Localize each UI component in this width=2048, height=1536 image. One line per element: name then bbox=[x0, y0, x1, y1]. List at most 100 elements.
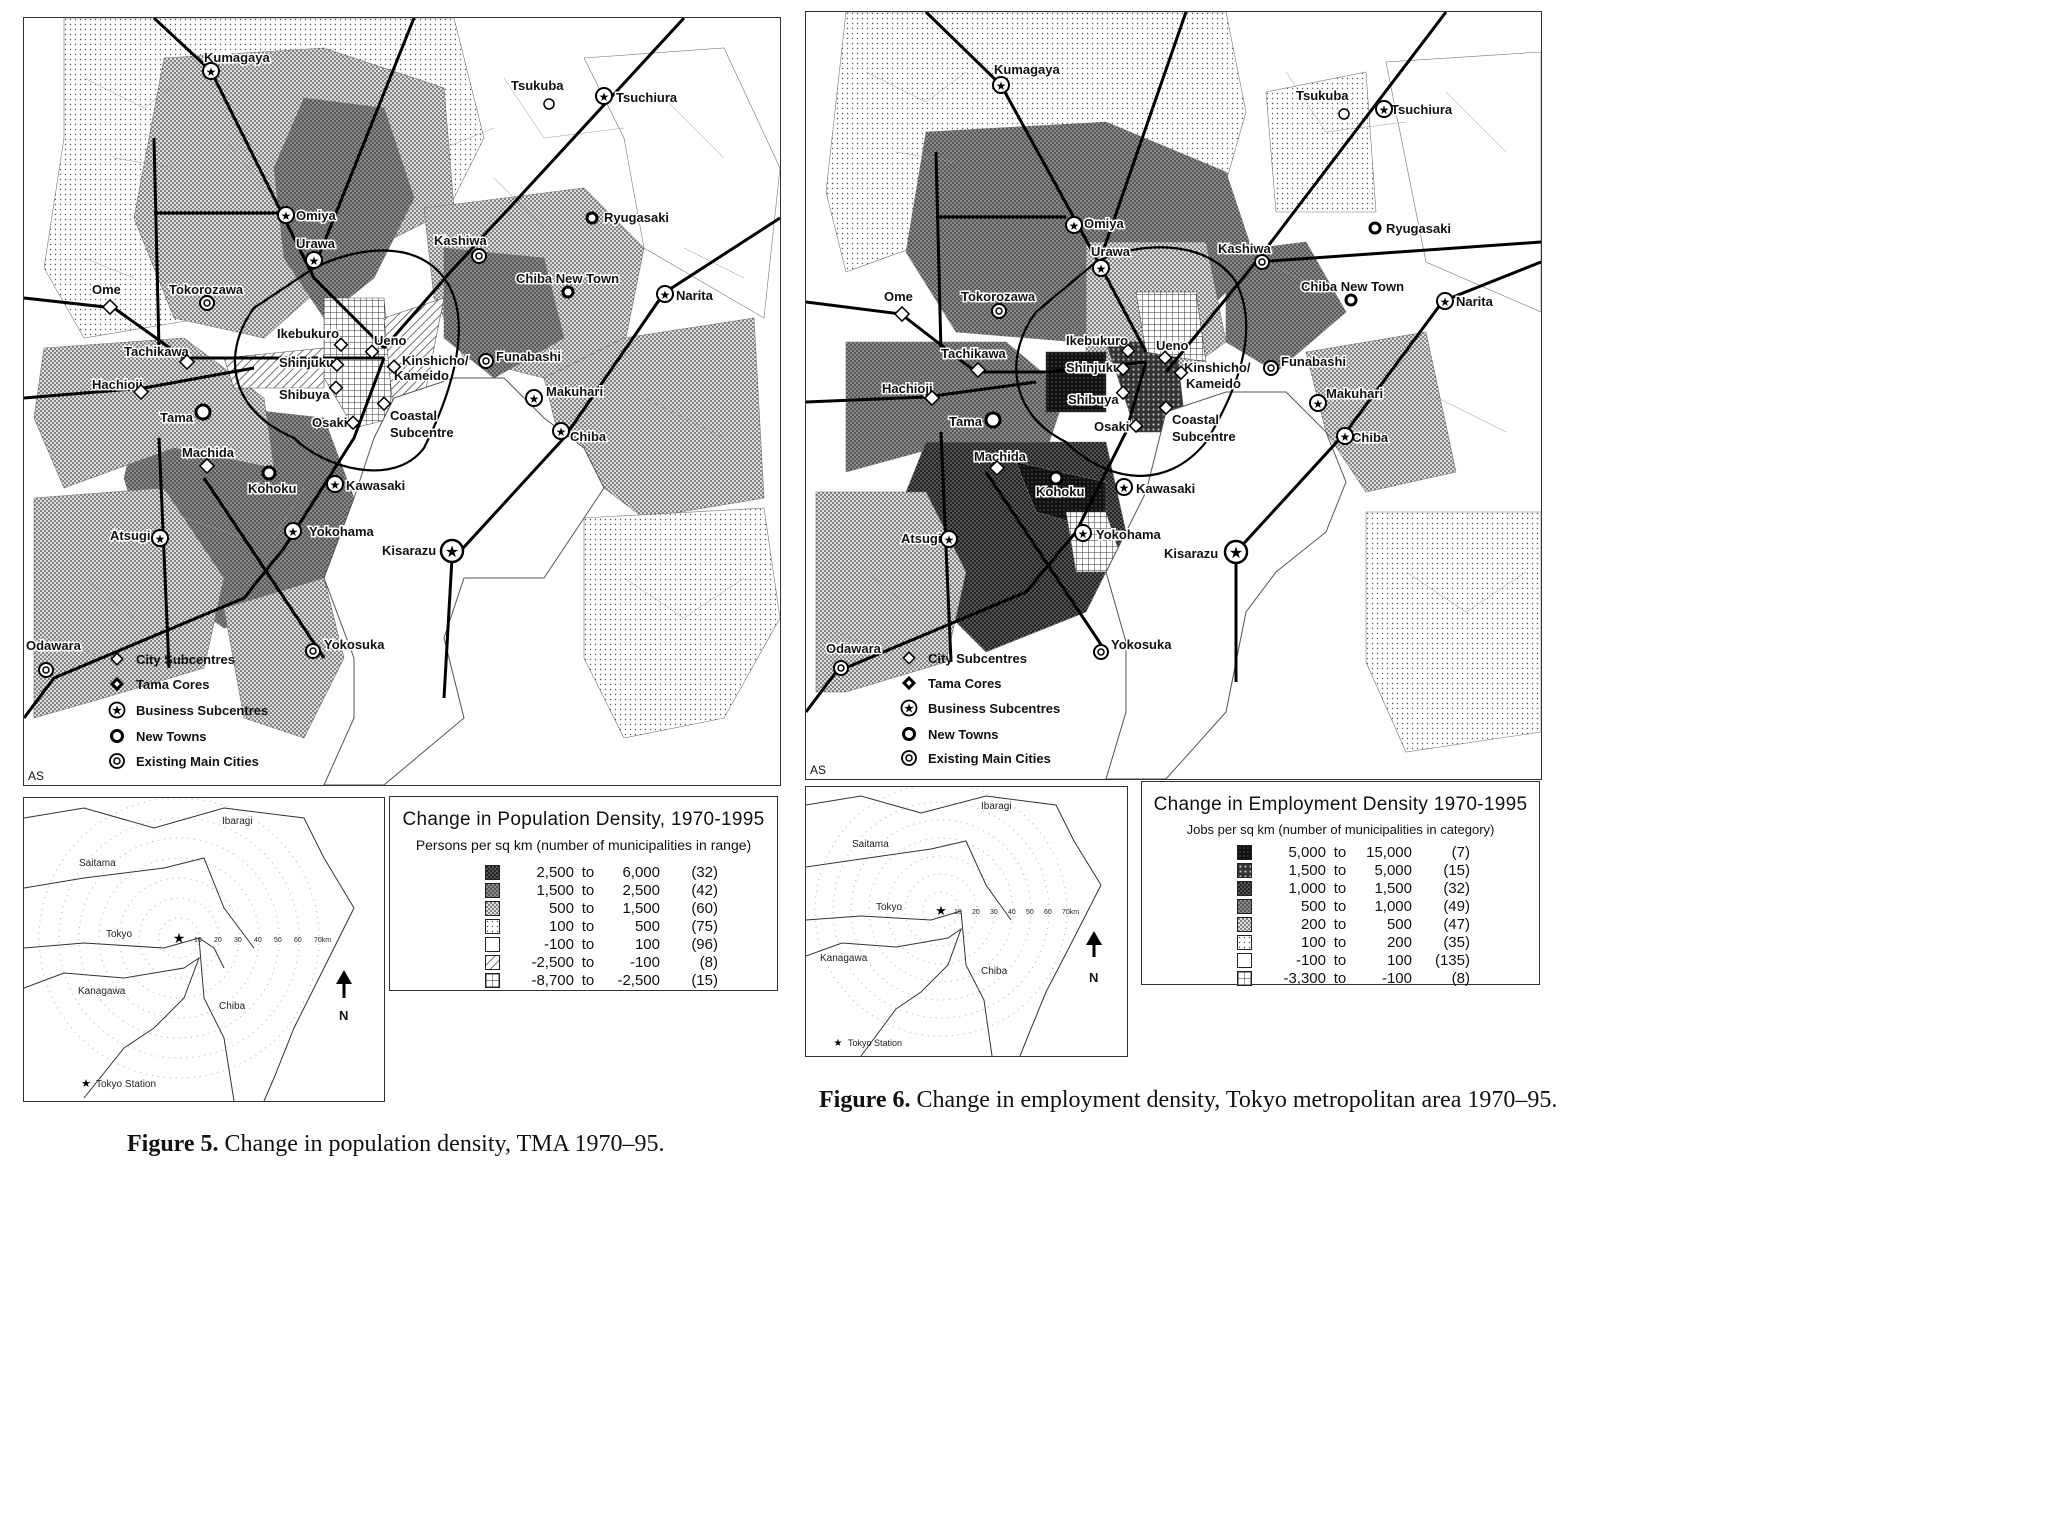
legend-swatch bbox=[1237, 934, 1252, 950]
figure5-caption: Figure 5. Change in population density, … bbox=[127, 1131, 665, 1158]
label-kumagaya: Kumagaya bbox=[994, 62, 1061, 77]
label-narita: Narita bbox=[676, 288, 714, 303]
city-subcentre-icon bbox=[902, 651, 916, 665]
figure5-legend: Change in Population Density, 1970-1995 … bbox=[389, 796, 778, 991]
svg-text:★: ★ bbox=[1069, 219, 1080, 233]
inset-station-label: Tokyo Station bbox=[96, 1079, 156, 1090]
label-chiba: Chiba bbox=[1352, 430, 1389, 445]
label-tokorozawa: Tokorozawa bbox=[169, 282, 244, 297]
label-subcentre: Subcentre bbox=[1172, 429, 1236, 444]
legend-to-word: to bbox=[1333, 933, 1347, 951]
label-kohoku: Kohoku bbox=[1036, 484, 1084, 499]
legend-from: 1,500 bbox=[536, 881, 574, 899]
svg-text:★: ★ bbox=[112, 705, 122, 717]
legend-row: -100 to 100 (96) bbox=[485, 935, 777, 953]
figure6-legend: Change in Employment Density 1970-1995 J… bbox=[1141, 781, 1540, 987]
legend-star-icon: ★ bbox=[81, 1078, 91, 1090]
label-kameido: Kameido bbox=[394, 368, 449, 383]
key-label: Business Subcentres bbox=[136, 702, 269, 718]
key-city-subcentres: City Subcentres bbox=[900, 649, 1027, 667]
north-arrow-icon bbox=[336, 970, 352, 998]
figure5-city-labels: Kumagaya Tsukuba Tsuchiura Omiya Ryugasa… bbox=[25, 49, 716, 655]
svg-text:★: ★ bbox=[1379, 103, 1390, 117]
legend-from: 500 bbox=[548, 899, 574, 917]
legend-from: 5,000 bbox=[1288, 843, 1326, 861]
key-existing-main-cities: Existing Main Cities bbox=[108, 752, 259, 770]
legend-to: 1,500 bbox=[1374, 879, 1412, 897]
svg-text:★: ★ bbox=[1313, 397, 1324, 411]
label-odawara: Odawara bbox=[826, 641, 882, 656]
inset-chiba: Chiba bbox=[219, 1001, 246, 1012]
svg-text:★: ★ bbox=[155, 532, 166, 546]
inset-ring: 20 bbox=[214, 937, 222, 944]
svg-text:★: ★ bbox=[445, 544, 459, 561]
legend-to-word: to bbox=[1333, 969, 1347, 987]
svg-text:★: ★ bbox=[309, 254, 320, 268]
svg-text:★: ★ bbox=[1340, 430, 1351, 444]
legend-to-word: to bbox=[581, 953, 595, 971]
tama-core-icon bbox=[901, 675, 917, 691]
label-shinjuku: Shinjuku bbox=[279, 355, 334, 370]
key-label: New Towns bbox=[136, 728, 207, 744]
tama-core-icon bbox=[109, 676, 125, 692]
label-chiba: Chiba bbox=[570, 429, 607, 444]
legend-row: 1,500 to 2,500 (42) bbox=[485, 881, 777, 899]
caption-text: Change in population density, TMA 1970–9… bbox=[218, 1131, 665, 1157]
inset-ring: 20 bbox=[972, 909, 980, 916]
label-kisarazu: Kisarazu bbox=[1164, 546, 1218, 561]
label-ryugasaki: Ryugasaki bbox=[1386, 221, 1451, 236]
inset-ring: 70km bbox=[1062, 909, 1079, 916]
label-chiba-new-town: Chiba New Town bbox=[516, 271, 619, 286]
label-kumagaya: Kumagaya bbox=[204, 50, 271, 65]
legend-to-word: to bbox=[581, 935, 595, 953]
legend-swatch bbox=[485, 864, 500, 880]
legend-count: (96) bbox=[691, 935, 718, 953]
key-label: Tama Cores bbox=[136, 676, 210, 692]
legend-to: 500 bbox=[1386, 915, 1412, 933]
legend-rows: 2,500 to 6,000 (32) 1,500 to 2,500 (42) 500 to 1,5… bbox=[485, 863, 777, 989]
key-label: New Towns bbox=[928, 726, 999, 742]
figure5-credit: AS bbox=[28, 769, 44, 783]
legend-row: 200 to 500 (47) bbox=[1237, 915, 1539, 933]
caption-number: Figure 5. bbox=[127, 1131, 219, 1157]
legend-count: (49) bbox=[1443, 897, 1470, 915]
label-ueno: Ueno bbox=[1156, 338, 1189, 353]
label-narita: Narita bbox=[1456, 294, 1494, 309]
legend-from: -100 bbox=[1295, 951, 1326, 969]
svg-text:★: ★ bbox=[206, 65, 217, 79]
legend-row: 1,000 to 1,500 (32) bbox=[1237, 879, 1539, 897]
label-ome: Ome bbox=[884, 289, 913, 304]
legend-count: (135) bbox=[1434, 951, 1470, 969]
legend-to: 200 bbox=[1386, 933, 1412, 951]
tokyo-station-star-icon: ★ bbox=[935, 903, 947, 918]
label-omiya: Omiya bbox=[296, 208, 337, 223]
legend-count: (60) bbox=[691, 899, 718, 917]
legend-from: 2,500 bbox=[536, 863, 574, 881]
label-funabashi: Funabashi bbox=[496, 349, 561, 364]
legend-to-word: to bbox=[581, 917, 595, 935]
legend-swatch bbox=[485, 900, 500, 916]
legend-to-word: to bbox=[1333, 897, 1347, 915]
label-kawasaki: Kawasaki bbox=[1136, 481, 1195, 496]
legend-to: -100 bbox=[1381, 969, 1412, 987]
legend-from: -3,300 bbox=[1283, 969, 1326, 987]
legend-from: -2,500 bbox=[531, 953, 574, 971]
business-subcentre-icon: ★ bbox=[900, 699, 918, 717]
caption-number: Figure 6. bbox=[819, 1087, 911, 1113]
figure6-caption: Figure 6. Change in employment density, … bbox=[819, 1087, 1557, 1114]
inset-station-label: Tokyo Station bbox=[848, 1038, 902, 1048]
label-chiba-new-town: Chiba New Town bbox=[1301, 279, 1404, 294]
legend-count: (15) bbox=[691, 971, 718, 989]
key-existing-main-cities: Existing Main Cities bbox=[900, 749, 1051, 767]
label-yokohama: Yokohama bbox=[1096, 527, 1162, 542]
caption-text: Change in employment density, Tokyo metr… bbox=[910, 1087, 1558, 1113]
existing-main-city-icon bbox=[901, 750, 917, 766]
svg-text:★: ★ bbox=[1119, 481, 1130, 495]
figure5-main-map: Kumagaya Tsukuba Tsuchiura Omiya Ryugasa… bbox=[23, 17, 781, 786]
legend-swatch bbox=[485, 972, 500, 988]
label-shibuya: Shibuya bbox=[279, 387, 330, 402]
key-business-subcentres: ★ Business Subcentres bbox=[900, 699, 1060, 717]
legend-row: -2,500 to -100 (8) bbox=[485, 953, 777, 971]
legend-to-word: to bbox=[1333, 861, 1347, 879]
label-odawara: Odawara bbox=[26, 638, 82, 653]
